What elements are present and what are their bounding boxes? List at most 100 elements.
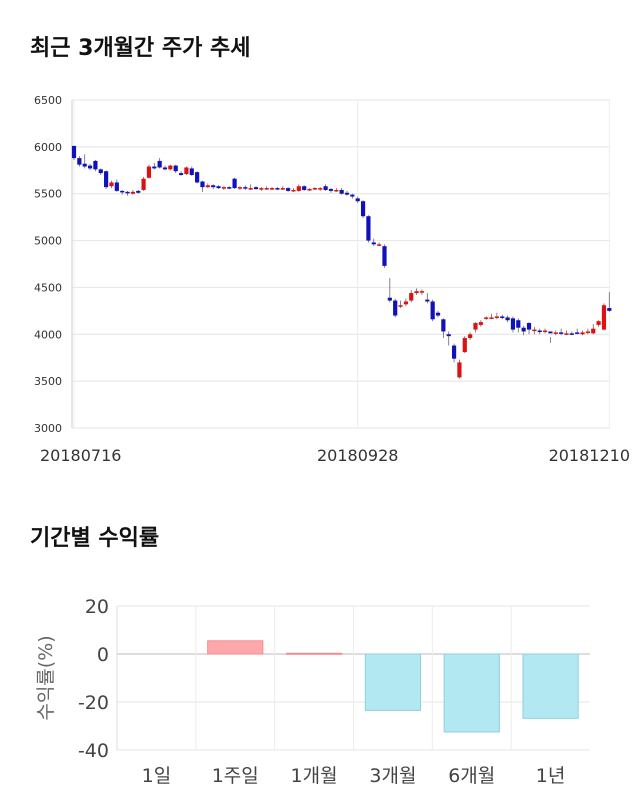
candle-body <box>71 145 77 159</box>
candle-body <box>553 332 558 334</box>
candle-body <box>371 242 376 245</box>
candle-body <box>189 168 194 175</box>
candle <box>435 310 441 318</box>
candle-body <box>409 293 414 301</box>
candle-body <box>468 334 473 339</box>
candle <box>419 289 425 295</box>
candle <box>425 293 430 304</box>
candle-body <box>489 317 494 319</box>
candle <box>286 187 291 192</box>
candle-body <box>232 178 237 189</box>
candle-body <box>227 187 232 189</box>
candle-body <box>253 187 259 190</box>
candle <box>441 318 446 339</box>
y-tick-label: 6500 <box>34 94 62 107</box>
candle <box>211 184 216 190</box>
candle <box>334 188 339 192</box>
candle <box>237 186 243 190</box>
candle <box>302 185 307 191</box>
candle-body <box>446 334 451 337</box>
candle-body <box>564 333 569 335</box>
candle <box>114 179 119 192</box>
candle <box>542 328 548 334</box>
candle-body <box>559 332 564 334</box>
candle <box>451 343 457 363</box>
candle-body <box>318 188 323 190</box>
candle <box>312 187 317 190</box>
candle-body <box>216 186 221 189</box>
candle <box>580 330 585 336</box>
candle <box>591 323 596 335</box>
candle-body <box>114 182 119 191</box>
candle <box>344 190 350 196</box>
candle-body <box>494 316 499 318</box>
candle <box>553 330 558 336</box>
candle-body <box>104 171 109 188</box>
candle <box>275 187 280 190</box>
candle-body <box>382 246 387 266</box>
candle-body <box>350 194 355 197</box>
candle <box>323 184 328 191</box>
candle <box>393 298 398 318</box>
candle-body <box>344 192 350 195</box>
candle <box>537 328 542 335</box>
candle <box>221 186 226 190</box>
candle <box>575 328 580 335</box>
candle-body <box>178 173 184 175</box>
candle <box>109 180 114 189</box>
candle <box>178 171 184 176</box>
candle-body <box>136 190 141 193</box>
candle <box>500 314 505 320</box>
candle <box>569 331 574 336</box>
candle-body <box>87 165 93 169</box>
candle-body <box>542 330 548 333</box>
candle-body <box>484 317 489 319</box>
candle-body <box>328 189 334 191</box>
candle-body <box>414 291 419 294</box>
candle <box>328 188 334 193</box>
x-tick-label: 20180928 <box>317 446 398 465</box>
candle-body <box>441 319 446 332</box>
x-tick-label: 6개월 <box>448 765 495 787</box>
candle-body <box>425 299 430 302</box>
y-tick-label: 0 <box>97 644 109 666</box>
candle <box>585 328 590 335</box>
candle <box>168 164 173 171</box>
candle-body <box>120 190 125 193</box>
x-tick-label: 3개월 <box>369 765 416 787</box>
candle-body <box>286 188 291 191</box>
candle <box>152 162 157 170</box>
candle <box>355 196 360 204</box>
candle-body <box>601 305 607 330</box>
candle <box>189 166 194 176</box>
candle <box>130 189 135 195</box>
candle-body <box>205 185 210 188</box>
candle <box>264 186 269 190</box>
candle <box>104 170 109 190</box>
candlestick-chart: 3000 3500 4000 4500 5000 5500 6000 6500 20180716… <box>34 94 630 465</box>
candle <box>77 156 82 167</box>
candle-body <box>516 320 521 328</box>
y-tick-label: 5000 <box>34 235 62 248</box>
y-tick-label: 6000 <box>34 141 62 154</box>
candle-body <box>173 165 178 172</box>
candle <box>259 187 264 191</box>
candle <box>125 190 130 196</box>
candle <box>173 164 178 174</box>
candle <box>318 187 323 191</box>
candle <box>559 328 564 336</box>
candle <box>526 322 532 335</box>
x-tick-label: 1개월 <box>291 765 338 787</box>
candle-body <box>152 166 157 169</box>
candle <box>478 320 483 327</box>
candle <box>494 312 499 320</box>
candle-body <box>200 181 205 188</box>
candle-body <box>82 163 87 167</box>
x-tick-label: 20180716 <box>40 446 121 465</box>
bar <box>364 653 422 711</box>
y-tick-label: 4500 <box>34 281 62 294</box>
candle-body <box>259 188 264 190</box>
candle <box>414 288 419 295</box>
candle <box>339 188 344 195</box>
